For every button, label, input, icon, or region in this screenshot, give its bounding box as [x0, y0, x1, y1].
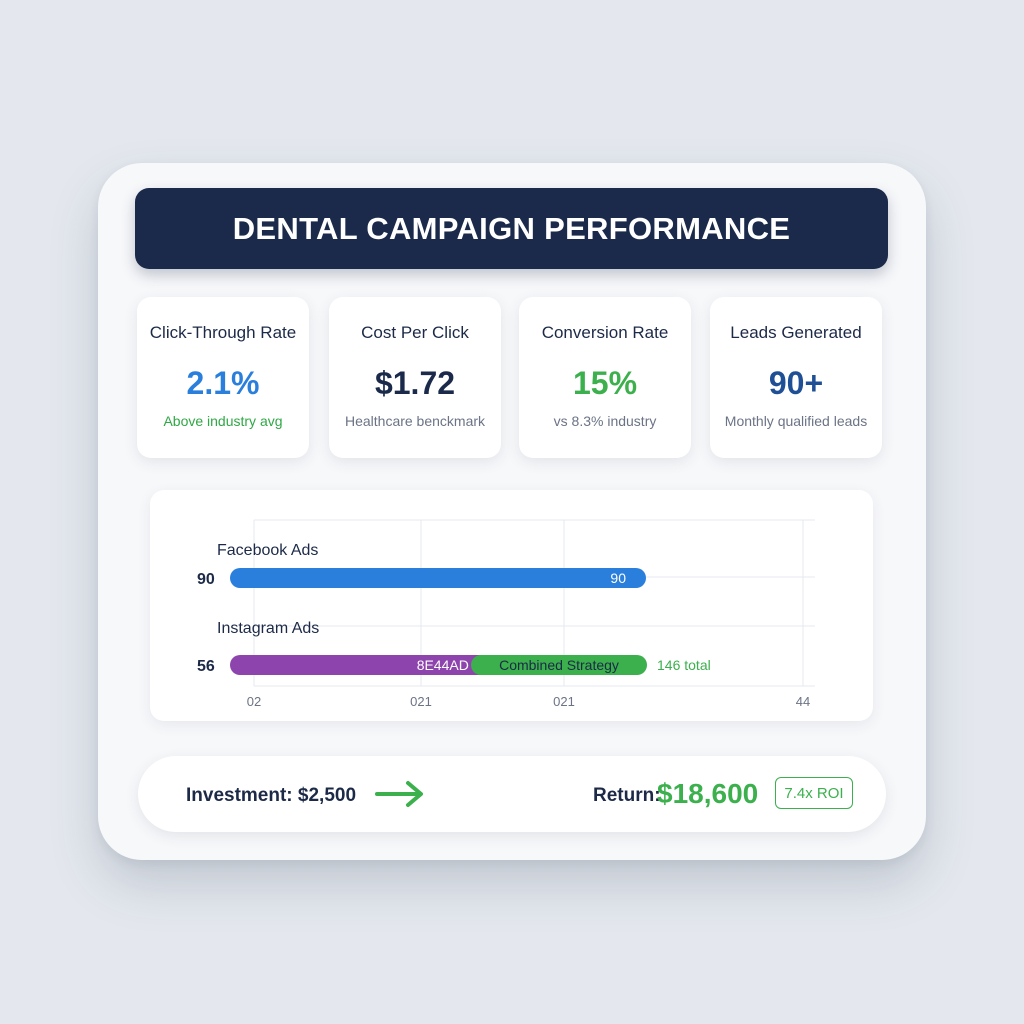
metric-note: Above industry avg [163, 413, 283, 429]
metric-label: Conversion Rate [541, 323, 669, 342]
x-tick-label: 021 [553, 694, 575, 709]
return-label: Return: [593, 785, 661, 806]
bar-data-label: 90 [610, 570, 626, 586]
metric-value: 15% [572, 365, 638, 401]
metric-card-cpc: Cost Per Click $1.72 Healthcare benckmar… [329, 297, 501, 458]
combined-strategy-bar [471, 655, 647, 675]
metric-label: Cost Per Click [361, 323, 469, 342]
x-tick-label: 44 [796, 694, 810, 709]
channel-chart-panel: Facebook Ads Instagram Ads 90 90 56 8E44AD Com… [150, 490, 873, 721]
combined-total-label: 146 total [657, 657, 711, 673]
metric-note: Monthly qualified leads [724, 413, 868, 429]
page-title: DENTAL CAMPAIGN PERFORMANCE [232, 210, 791, 246]
return-value: $18,600 [657, 778, 759, 809]
roi-badge: 7.4x ROI [775, 777, 853, 809]
metric-value: 90+ [768, 365, 824, 401]
metric-card-conversion: Conversion Rate 15% vs 8.3% industry [519, 297, 691, 458]
value-label: 90 [197, 571, 215, 588]
arrow-right-icon [375, 781, 423, 807]
roi-summary-bar: Investment: $2,500 Return: $18,600 7.4x … [138, 756, 886, 832]
metric-label: Leads Generated [730, 323, 862, 342]
metric-value: $1.72 [374, 365, 456, 401]
bar-1 [230, 655, 489, 675]
investment-text: Investment: $2,500 [186, 785, 357, 806]
page-header: DENTAL CAMPAIGN PERFORMANCE [135, 188, 888, 269]
metric-value: 2.1% [186, 365, 260, 401]
bar-data-label: 8E44AD [417, 657, 469, 673]
metric-note: Healthcare benckmark [344, 413, 486, 429]
metric-label: Click-Through Rate [149, 323, 297, 342]
value-label: 56 [197, 658, 215, 675]
x-tick-label: 02 [247, 694, 261, 709]
series-label: Facebook Ads [217, 542, 318, 559]
bar-0 [230, 568, 646, 588]
channel-bar-chart: Facebook Ads Instagram Ads 90 90 56 8E44AD Com… [197, 519, 815, 709]
combined-strategy-label: Combined Strategy [499, 657, 619, 673]
x-tick-label: 021 [410, 694, 432, 709]
metric-note: vs 8.3% industry [553, 413, 657, 429]
metric-card-leads: Leads Generated 90+ Monthly qualified le… [710, 297, 882, 458]
metric-card-ctr: Click-Through Rate 2.1% Above industry a… [137, 297, 309, 458]
series-label: Instagram Ads [217, 620, 319, 637]
